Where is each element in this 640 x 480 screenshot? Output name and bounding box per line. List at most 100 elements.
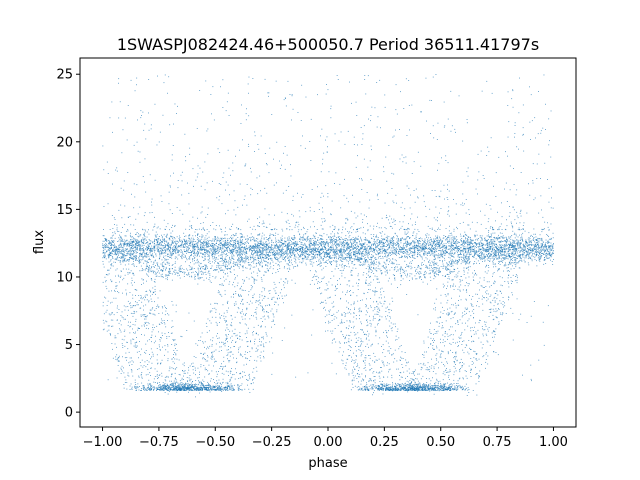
data-point xyxy=(154,251,155,253)
data-point xyxy=(529,238,531,239)
data-point xyxy=(121,240,123,242)
data-point xyxy=(525,257,527,259)
data-point xyxy=(456,236,457,238)
data-point xyxy=(503,237,505,239)
data-point xyxy=(536,239,538,241)
data-point xyxy=(402,245,404,247)
data-point xyxy=(192,258,194,259)
data-point xyxy=(432,246,434,247)
data-point xyxy=(389,255,391,256)
data-point xyxy=(212,250,214,252)
data-point xyxy=(330,246,331,247)
data-point xyxy=(132,243,133,245)
data-point xyxy=(445,250,446,252)
data-point xyxy=(239,249,241,250)
data-point xyxy=(357,250,359,252)
data-point xyxy=(329,249,331,250)
data-point xyxy=(461,241,463,243)
data-point xyxy=(323,251,324,252)
data-point xyxy=(143,233,145,235)
data-point xyxy=(472,243,474,244)
data-point xyxy=(461,251,463,253)
data-point xyxy=(203,249,205,250)
data-point xyxy=(314,256,315,258)
data-point xyxy=(148,248,149,250)
data-point xyxy=(372,251,373,253)
data-point xyxy=(407,236,409,238)
data-point xyxy=(223,243,225,245)
data-point xyxy=(378,248,380,250)
data-point xyxy=(202,235,204,237)
data-point xyxy=(293,242,295,244)
data-point xyxy=(417,250,419,251)
data-point xyxy=(230,236,231,238)
data-point xyxy=(142,242,144,244)
data-point xyxy=(221,244,223,246)
data-point xyxy=(368,241,370,243)
data-point xyxy=(275,244,277,246)
data-point xyxy=(467,244,469,246)
data-point xyxy=(118,248,120,250)
data-point xyxy=(350,238,352,240)
data-point xyxy=(213,250,215,252)
data-point xyxy=(276,259,277,260)
data-point xyxy=(519,229,521,231)
data-point xyxy=(135,257,137,258)
data-point xyxy=(526,252,528,253)
data-point xyxy=(294,235,295,237)
data-point xyxy=(377,252,379,254)
data-point xyxy=(467,238,468,240)
data-point xyxy=(197,246,199,248)
data-point xyxy=(168,245,170,247)
data-point xyxy=(528,257,530,259)
data-point xyxy=(169,247,171,248)
data-point xyxy=(310,259,312,260)
data-point xyxy=(164,246,166,248)
data-point xyxy=(507,247,509,249)
data-point xyxy=(330,236,332,238)
data-point xyxy=(360,248,362,250)
data-point xyxy=(535,233,536,235)
data-point xyxy=(176,248,178,250)
data-point xyxy=(349,260,351,261)
data-point xyxy=(457,247,458,249)
data-point xyxy=(326,239,328,241)
data-point xyxy=(286,243,288,245)
data-point xyxy=(440,250,442,251)
data-point xyxy=(350,241,351,243)
data-point xyxy=(225,259,226,260)
data-point xyxy=(525,249,526,251)
data-point xyxy=(170,253,171,255)
data-point xyxy=(313,249,315,251)
data-point xyxy=(513,246,515,248)
data-point xyxy=(395,251,397,253)
data-point xyxy=(431,246,433,248)
data-point xyxy=(221,237,223,239)
data-point xyxy=(357,253,358,255)
data-point xyxy=(341,250,343,252)
data-point xyxy=(121,240,123,242)
data-point xyxy=(493,236,495,238)
data-point xyxy=(213,253,214,254)
data-point xyxy=(371,261,373,263)
data-point xyxy=(391,240,393,242)
data-point xyxy=(424,251,426,253)
data-point xyxy=(235,246,236,248)
data-point xyxy=(122,243,124,245)
data-point xyxy=(157,242,159,244)
data-point xyxy=(457,249,458,251)
data-point xyxy=(499,256,501,258)
data-point xyxy=(130,254,132,256)
data-point xyxy=(144,239,146,241)
data-point xyxy=(437,243,439,245)
data-point xyxy=(266,243,268,245)
data-point xyxy=(422,245,424,247)
data-point xyxy=(103,252,105,253)
data-point xyxy=(138,233,139,235)
data-point xyxy=(259,254,260,256)
data-point xyxy=(117,252,119,254)
data-point xyxy=(481,257,483,259)
data-point xyxy=(200,242,202,243)
data-point xyxy=(400,249,401,250)
